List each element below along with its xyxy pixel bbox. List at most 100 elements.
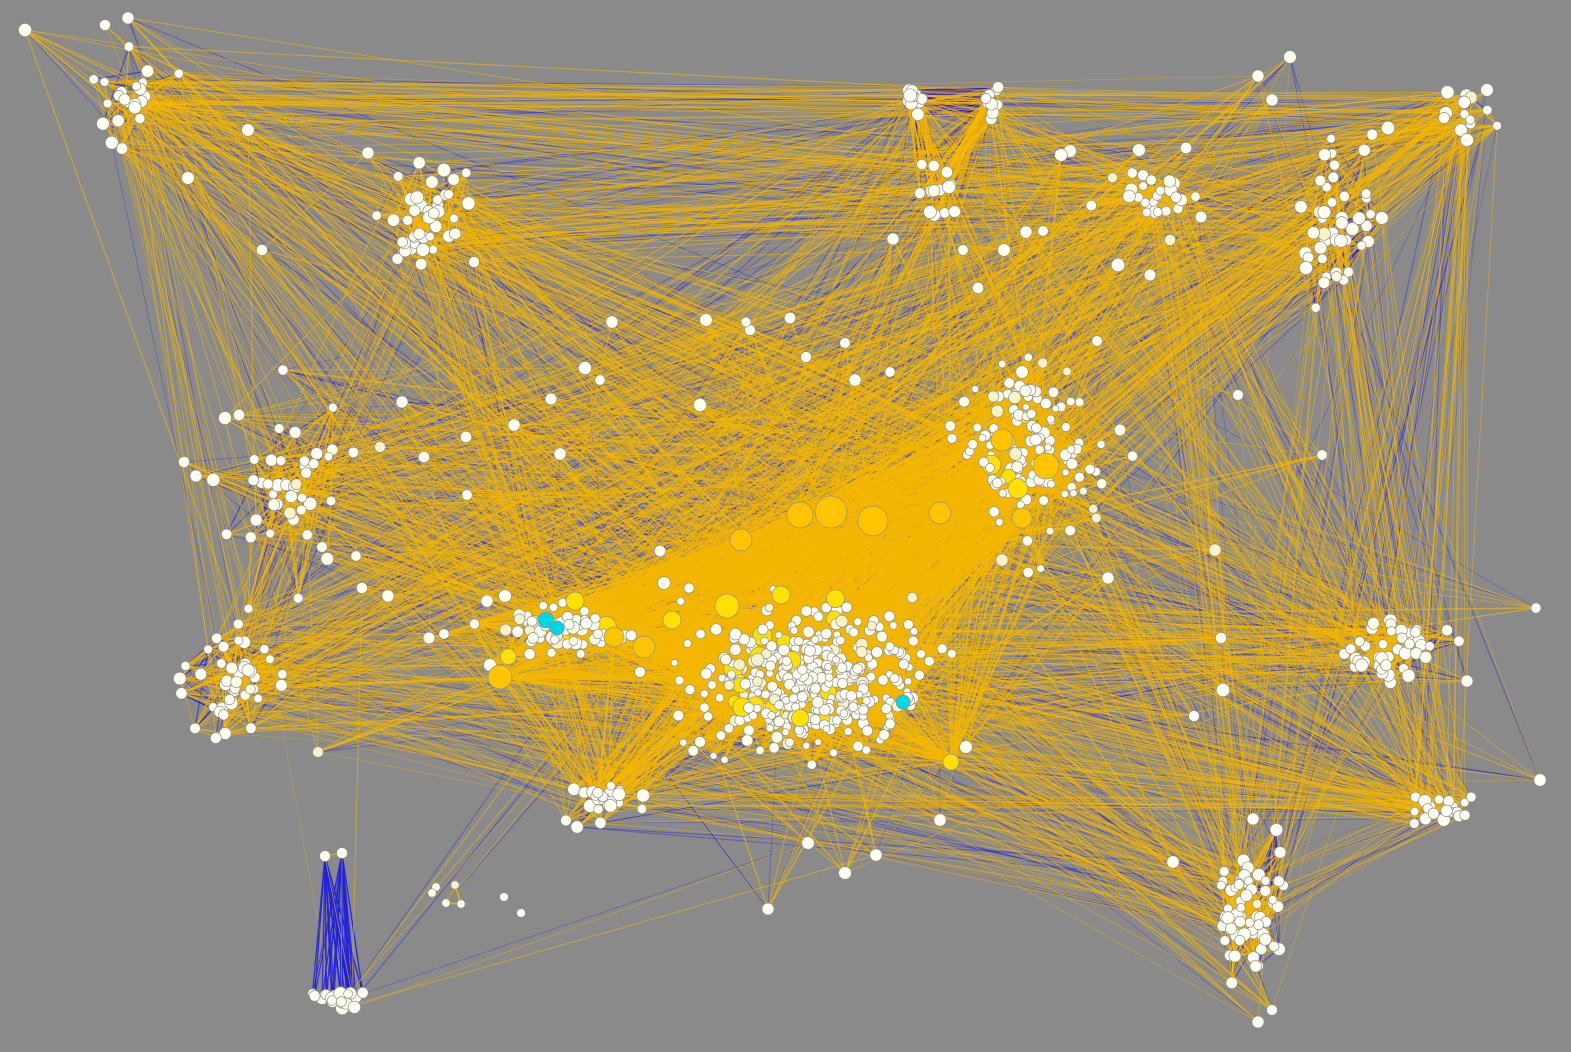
graph-node bbox=[580, 617, 593, 630]
graph-node bbox=[781, 656, 792, 666]
graph-node bbox=[703, 711, 714, 722]
graph-node bbox=[1064, 524, 1076, 537]
graph-node bbox=[944, 420, 956, 432]
graph-node bbox=[916, 649, 926, 659]
graph-node bbox=[1051, 404, 1060, 413]
graph-node bbox=[612, 787, 626, 801]
graph-node bbox=[835, 614, 849, 628]
graph-node bbox=[687, 745, 699, 757]
graph-node bbox=[1122, 189, 1136, 204]
graph-node bbox=[592, 787, 604, 799]
graph-node bbox=[1427, 807, 1440, 820]
graph-node bbox=[958, 395, 970, 408]
graph-node bbox=[277, 364, 289, 376]
graph-node bbox=[1026, 408, 1037, 419]
graph-node bbox=[1268, 940, 1280, 952]
graph-node bbox=[1208, 543, 1222, 557]
graph-node bbox=[1454, 123, 1468, 137]
graph-node bbox=[284, 490, 298, 504]
graph-node bbox=[997, 243, 1011, 257]
graph-node bbox=[292, 592, 304, 604]
graph-node bbox=[883, 610, 896, 623]
graph-node bbox=[1482, 105, 1493, 116]
graph-node bbox=[720, 755, 729, 764]
graph-node bbox=[1252, 899, 1262, 909]
graph-node bbox=[1343, 266, 1354, 278]
graph-node bbox=[1299, 261, 1313, 275]
graph-node bbox=[1367, 617, 1380, 630]
graph-node bbox=[578, 361, 592, 375]
graph-node bbox=[831, 715, 842, 726]
graph-node bbox=[625, 629, 638, 642]
graph-node bbox=[866, 671, 876, 682]
graph-node bbox=[1433, 794, 1444, 805]
graph-node bbox=[111, 114, 125, 128]
graph-node bbox=[876, 630, 888, 643]
graph-node bbox=[594, 816, 607, 829]
graph-node bbox=[275, 455, 287, 466]
graph-node bbox=[909, 627, 919, 636]
graph-node bbox=[96, 116, 110, 131]
graph-node bbox=[570, 820, 584, 834]
graph-node bbox=[683, 582, 695, 594]
graph-node bbox=[978, 433, 987, 443]
graph-node bbox=[1480, 83, 1494, 97]
graph-node bbox=[395, 395, 409, 409]
graph-node bbox=[131, 81, 142, 91]
graph-node bbox=[1460, 674, 1474, 688]
graph-node bbox=[1228, 949, 1242, 963]
graph-node bbox=[173, 68, 184, 79]
graph-node bbox=[245, 722, 257, 734]
graph-node bbox=[102, 98, 113, 109]
graph-node bbox=[323, 451, 334, 462]
graph-node bbox=[1331, 271, 1343, 283]
graph-node bbox=[592, 628, 603, 640]
graph-node bbox=[441, 898, 451, 908]
graph-node bbox=[1107, 172, 1118, 184]
graph-node bbox=[594, 374, 606, 386]
graph-node bbox=[18, 23, 32, 37]
graph-node bbox=[456, 899, 466, 909]
graph-node bbox=[866, 620, 877, 631]
graph-node bbox=[723, 723, 734, 734]
graph-node bbox=[415, 258, 428, 271]
graph-node bbox=[971, 281, 985, 295]
graph-node bbox=[824, 672, 834, 682]
graph-node bbox=[1215, 682, 1231, 698]
graph-node bbox=[1380, 659, 1393, 672]
graph-node bbox=[761, 902, 775, 916]
graph-node bbox=[563, 618, 575, 630]
graph-node bbox=[1007, 478, 1029, 499]
graph-node bbox=[1318, 148, 1332, 162]
graph-node bbox=[1038, 495, 1049, 506]
graph-node bbox=[781, 728, 790, 736]
graph-node bbox=[319, 850, 331, 862]
graph-node bbox=[336, 847, 348, 859]
graph-node bbox=[480, 594, 494, 608]
graph-node bbox=[837, 677, 849, 689]
graph-node bbox=[907, 635, 919, 647]
graph-node bbox=[513, 613, 526, 625]
graph-node bbox=[361, 146, 375, 160]
graph-node bbox=[548, 602, 559, 613]
graph-node bbox=[487, 664, 513, 690]
graph-node bbox=[1419, 650, 1433, 664]
graph-node bbox=[393, 171, 404, 182]
graph-node bbox=[296, 504, 307, 516]
graph-node bbox=[1258, 932, 1272, 946]
graph-node bbox=[216, 658, 227, 669]
graph-node bbox=[425, 175, 439, 189]
graph-node bbox=[700, 689, 709, 699]
graph-node bbox=[1410, 806, 1420, 817]
graph-node bbox=[995, 518, 1004, 527]
graph-node bbox=[410, 190, 425, 205]
graph-node bbox=[203, 644, 213, 655]
graph-node bbox=[450, 880, 460, 890]
graph-node bbox=[729, 528, 753, 552]
graph-node bbox=[173, 671, 187, 686]
graph-node bbox=[1061, 468, 1070, 477]
graph-node bbox=[1218, 866, 1230, 877]
graph-node bbox=[606, 781, 616, 791]
graph-node bbox=[774, 631, 783, 639]
graph-node bbox=[674, 675, 685, 686]
